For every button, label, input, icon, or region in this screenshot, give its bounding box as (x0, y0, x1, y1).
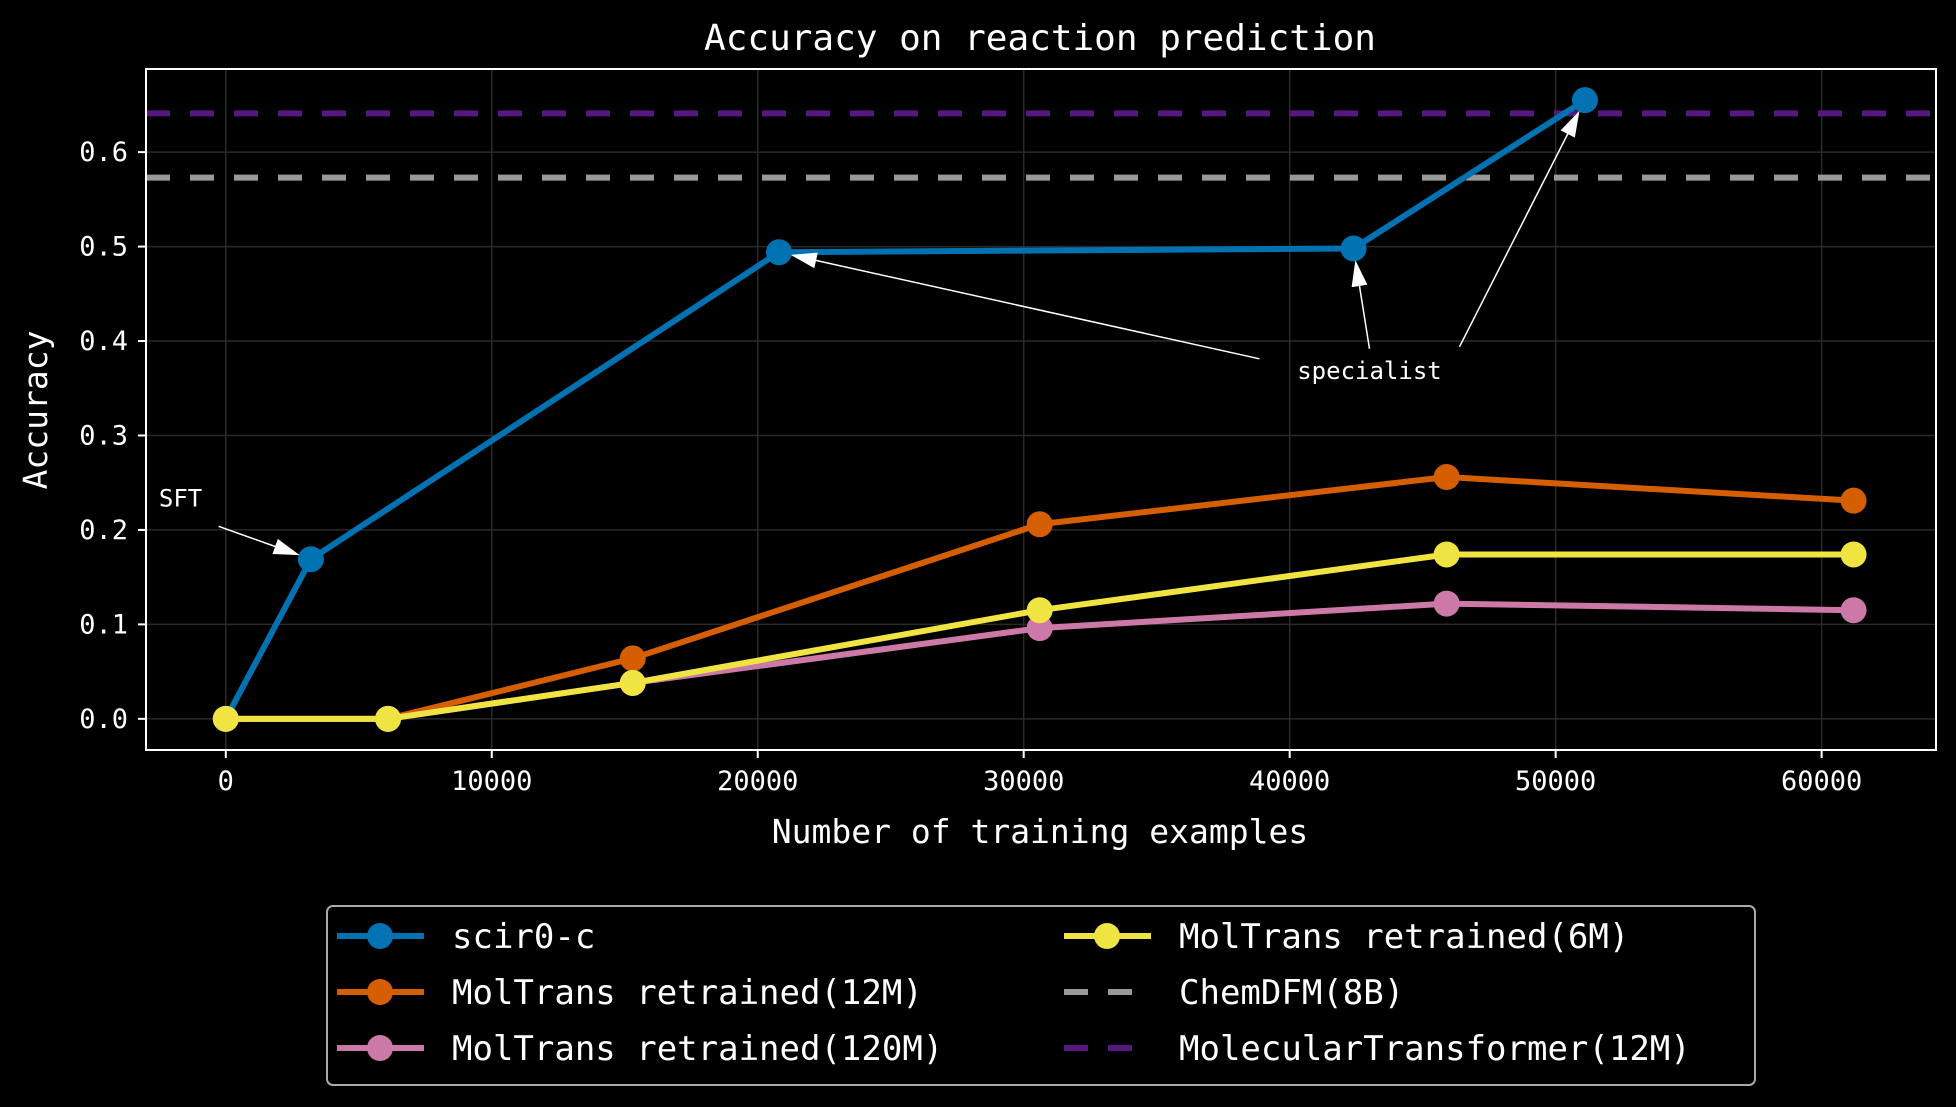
point-moltrans-retrained-120m (1840, 597, 1867, 624)
line-moltrans-retrained-6m (225, 551, 1854, 722)
x-tick-label: 60000 (1781, 766, 1862, 797)
point-moltrans-retrained-12m (1026, 511, 1053, 538)
legend-marker (367, 1035, 393, 1061)
annotation-arrow (218, 525, 300, 556)
annotation-specialist: specialist (1297, 357, 1442, 385)
y-tick-label: 0.5 (79, 232, 128, 263)
point-moltrans-retrained-6m (212, 705, 239, 732)
annotation-arrow (790, 252, 1260, 360)
annotation-arrow (1351, 260, 1371, 349)
point-scir0-c (297, 546, 324, 573)
series-moltrans-retrained-6m (212, 541, 1867, 732)
legend: scir0-c MolTrans retrained(12M) MolTrans r… (326, 905, 1756, 1086)
reference-lines (146, 110, 1936, 181)
legend-label: MolTrans retrained(120M) (452, 1029, 943, 1069)
y-tick-label: 0.2 (79, 515, 128, 546)
plot-frame (145, 68, 1937, 751)
point-moltrans-retrained-6m (1840, 541, 1867, 568)
x-tick-label: 50000 (1515, 766, 1596, 797)
point-moltrans-retrained-120m (1433, 590, 1460, 617)
legend-label: MolecularTransformer(12M) (1179, 1029, 1691, 1069)
point-scir0-c (1571, 87, 1598, 114)
legend-label: scir0-c (452, 917, 595, 957)
chart-title: Accuracy on reaction prediction (704, 18, 1376, 59)
legend-item-moltrans-retrained-12m: MolTrans retrained(12M) (337, 973, 923, 1013)
x-axis-label: Number of training examples (772, 812, 1308, 851)
x-tick-label: 10000 (451, 766, 532, 797)
legend-marker (1094, 923, 1120, 949)
point-moltrans-retrained-6m (619, 669, 646, 696)
point-moltrans-retrained-6m (1026, 597, 1053, 624)
y-tick-label: 0.1 (79, 609, 128, 640)
legend-marker (367, 979, 393, 1005)
legend-label: MolTrans retrained(12M) (452, 973, 923, 1013)
x-tick-label: 30000 (983, 766, 1064, 797)
legend-item-scir0-c: scir0-c (337, 917, 595, 957)
point-scir0-c (766, 239, 793, 266)
legend-item-moleculartransformer-12m: MolecularTransformer(12M) (1064, 1029, 1691, 1069)
series-group (212, 87, 1867, 732)
legend-item-chemdfm-8b: ChemDFM(8B) (1064, 973, 1404, 1013)
point-moltrans-retrained-6m (375, 705, 402, 732)
legend-label: MolTrans retrained(6M) (1179, 917, 1629, 957)
legend-label: ChemDFM(8B) (1179, 973, 1404, 1013)
x-tick-label: 20000 (717, 766, 798, 797)
x-tick-label: 40000 (1249, 766, 1330, 797)
point-moltrans-retrained-12m (619, 645, 646, 672)
y-tick-label: 0.0 (79, 704, 128, 735)
legend-item-moltrans-retrained-120m: MolTrans retrained(120M) (337, 1029, 943, 1069)
annotations: SFT specialist (159, 110, 1580, 556)
point-moltrans-retrained-12m (1840, 487, 1867, 514)
x-tick-label: 0 (218, 766, 234, 797)
legend-marker (367, 923, 393, 949)
point-scir0-c (1340, 235, 1367, 262)
y-axis-label: Accuracy (16, 331, 55, 490)
y-tick-label: 0.6 (79, 137, 128, 168)
y-tick-label: 0.4 (79, 326, 128, 357)
y-tick-label: 0.3 (79, 420, 128, 451)
legend-frame (326, 905, 1756, 1086)
annotation-arrow (1458, 110, 1580, 348)
point-moltrans-retrained-6m (1433, 541, 1460, 568)
annotation-sft: SFT (159, 484, 202, 512)
x-axis: 0 10000 20000 30000 40000 50000 60000 (218, 750, 1862, 797)
point-moltrans-retrained-120m (1026, 615, 1053, 642)
legend-item-moltrans-retrained-6m: MolTrans retrained(6M) (1064, 917, 1629, 957)
y-axis: 0.0 0.1 0.2 0.3 0.4 0.5 0.6 (79, 137, 146, 735)
point-moltrans-retrained-12m (1433, 464, 1460, 491)
